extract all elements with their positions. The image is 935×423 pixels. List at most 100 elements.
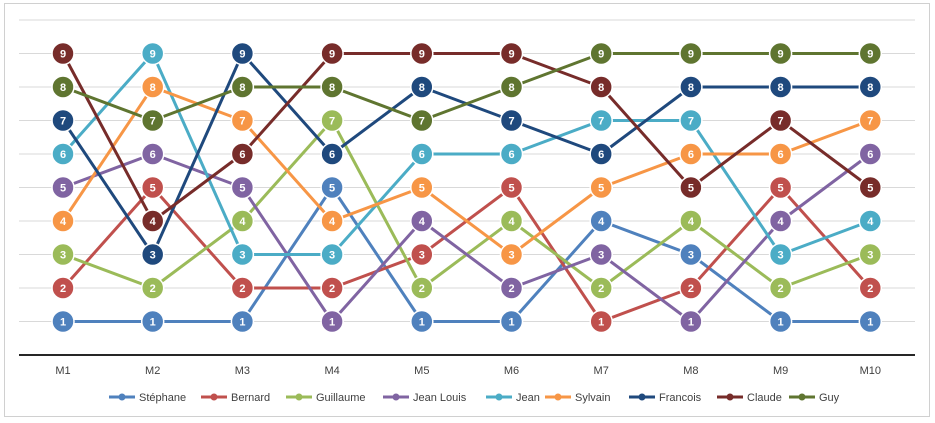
data-point-jean-louis [410,209,434,233]
data-point-guy [768,41,793,66]
data-label-guy: 7 [150,116,156,128]
data-point-jean [140,41,165,66]
series-line-stéphane [63,186,871,323]
data-label-francois: 7 [508,116,514,128]
x-tick-label: M4 [324,365,339,377]
data-label-claude: 9 [508,49,514,61]
data-label-sylvain: 8 [150,82,156,94]
data-point-sylvain [410,175,434,200]
data-label-sylvain: 4 [60,216,67,228]
data-point-francois [858,75,883,99]
data-label-francois: 3 [150,250,156,262]
data-point-stéphane [230,309,255,334]
data-point-claude [858,175,883,200]
data-label-sylvain: 7 [867,116,873,128]
series-line-jean-louis [62,152,872,323]
data-point-stéphane [499,309,524,334]
data-label-jean-louis: 4 [778,216,785,228]
data-point-bernard [499,175,524,200]
data-point-francois [679,75,703,99]
legend-label-guy: Guy [819,392,840,404]
data-label-jean: 6 [508,149,514,161]
data-point-jean [768,242,793,267]
data-point-jean [679,108,703,133]
data-point-claude [230,142,255,166]
data-label-jean: 3 [239,250,245,262]
data-point-claude [140,209,165,233]
data-point-francois [320,142,344,166]
data-label-sylvain: 5 [419,183,425,195]
data-point-jean-louis [858,142,883,166]
x-tick-label: M2 [145,365,160,377]
data-point-jean-louis [768,209,793,233]
x-tick-label: M9 [773,365,788,377]
data-label-francois: 6 [598,149,604,161]
data-label-guy: 9 [778,49,784,61]
legend-marker-stéphane [118,393,126,401]
data-label-guy: 7 [419,116,425,128]
data-label-jean-louis: 6 [150,149,156,161]
data-label-sylvain: 7 [239,116,245,128]
data-label-francois: 8 [867,82,873,94]
data-point-sylvain [140,75,165,99]
data-label-stéphane: 3 [688,250,694,262]
data-point-jean-louis [679,309,703,334]
data-point-guy [679,41,703,66]
legend: Stéphane Bernard Guillaume Jean Louis Jean Sy… [109,392,840,404]
data-label-stéphane: 1 [60,317,66,329]
data-point-stéphane [589,209,613,233]
data-label-stéphane: 5 [329,183,335,195]
x-tick-label: M3 [235,365,250,377]
data-point-jean [320,242,344,267]
data-point-jean-louis [51,175,75,200]
legend-label-jean: Jean [516,392,540,404]
data-label-jean: 3 [778,250,784,262]
data-point-guillaume [230,209,255,233]
data-label-francois: 6 [329,149,335,161]
data-point-jean [589,108,613,133]
data-point-sylvain [589,175,613,200]
data-point-claude [51,41,75,66]
data-label-guy: 8 [60,82,66,94]
data-point-jean [858,209,883,233]
series-lines: 1 1 1 5 1 1 4 3 1 1 2 5 2 2 3 5 1 2 5 2 3 2 4 7 2 4 2 4 2 3 5 6 5 1 4 2 3 1 4 6… [51,41,883,334]
data-label-francois: 7 [60,116,66,128]
data-label-guy: 8 [239,82,245,94]
legend-label-sylvain: Sylvain [575,392,610,404]
data-label-claude: 7 [778,116,784,128]
data-label-jean-louis: 1 [688,317,694,329]
data-point-jean-louis [499,276,524,300]
x-tick-label: M5 [414,365,429,377]
data-point-jean [410,142,434,166]
data-point-guy [140,108,165,133]
data-label-guillaume: 2 [150,283,156,295]
data-label-sylvain: 3 [508,250,514,262]
data-label-francois: 9 [239,49,245,61]
data-point-francois [499,108,524,133]
legend-label-claude: Claude [747,392,782,404]
legend-marker-jean [495,393,503,401]
data-label-sylvain: 5 [598,183,604,195]
data-label-guy: 9 [598,49,604,61]
data-label-stéphane: 1 [508,317,514,329]
data-label-bernard: 2 [688,283,694,295]
data-label-jean-louis: 1 [329,317,335,329]
data-label-claude: 4 [150,216,157,228]
data-point-sylvain [320,209,344,233]
data-point-bernard [410,242,434,267]
data-point-guillaume [499,209,524,233]
data-label-claude: 9 [419,49,425,61]
data-point-guillaume [679,209,703,233]
data-point-francois [51,108,75,133]
data-label-guillaume: 2 [778,283,784,295]
bump-chart: M1 M2 M3 M4 M5 M6 M7 M8 M9 M10 1 1 1 5 1 1 4 3 1 1 2 5 2 2 3 5 1 2… [19,19,915,404]
data-point-stéphane [858,309,883,334]
data-label-bernard: 5 [150,183,156,195]
data-point-jean-louis [589,242,613,267]
data-point-sylvain [768,142,793,166]
data-point-bernard [320,276,344,300]
legend-marker-francois [638,393,646,401]
data-label-stéphane: 1 [419,317,425,329]
x-tick-label: M1 [55,365,70,377]
data-point-jean-louis [320,309,344,334]
